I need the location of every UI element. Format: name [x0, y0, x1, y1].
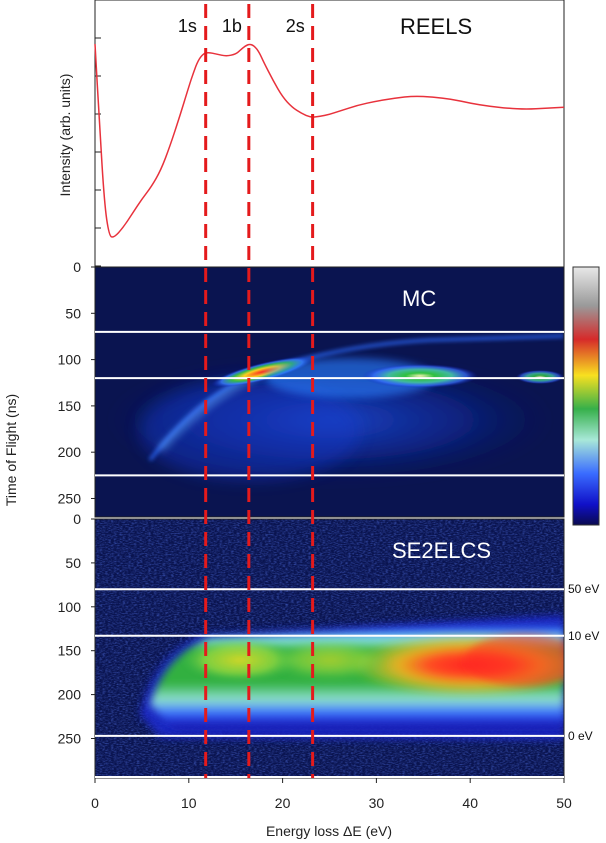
se2elcs-y-tick-label: 250 — [58, 730, 82, 746]
peak-label-2s: 2s — [286, 16, 305, 36]
mc-frame — [94, 266, 565, 518]
se2elcs-y-tick-label: 100 — [58, 599, 82, 615]
mc-y-tick-label: 50 — [65, 305, 81, 321]
se2elcs-y-tick-label: 150 — [58, 643, 82, 659]
peak-label-1b: 1b — [222, 16, 242, 36]
se2elcs-panel: 0 50 100 150 200 250 0 10 20 30 40 50 50 eV 10 eV 0 … — [58, 511, 600, 839]
reels-y-axis-label: Intensity (arb. units) — [57, 74, 73, 197]
x-tick-label: 30 — [369, 795, 385, 811]
colorbar-gradient — [572, 266, 600, 526]
mc-y-tick-label: 0 — [73, 259, 81, 275]
peak-labels: 1s 1b 2s — [178, 16, 305, 36]
se2elcs-heatmap — [95, 519, 564, 778]
x-tick-label: 50 — [556, 795, 572, 811]
tof-y-axis-label: Time of Flight (ns) — [3, 394, 19, 506]
peak-label-1s: 1s — [178, 16, 197, 36]
reels-title: REELS — [400, 14, 472, 39]
mc-y-tick-label: 150 — [58, 398, 82, 414]
x-tick-label: 40 — [462, 795, 478, 811]
x-tick-label: 20 — [275, 795, 291, 811]
mc-y-ticks: 0 50 100 150 200 250 — [58, 259, 95, 506]
mc-panel: 0 50 100 150 200 250 MC — [58, 259, 565, 518]
energy-label: 50 eV — [568, 582, 599, 596]
energy-labels: 50 eV 10 eV 0 eV — [568, 582, 599, 743]
energy-label: 10 eV — [568, 629, 599, 643]
x-tick-label: 0 — [91, 795, 99, 811]
mc-y-tick-label: 250 — [58, 490, 82, 506]
se2elcs-y-tick-label: 200 — [58, 687, 82, 703]
mc-y-tick-label: 100 — [58, 352, 82, 368]
se2elcs-y-tick-label: 0 — [73, 511, 81, 527]
x-tick-label: 10 — [181, 795, 197, 811]
colorbar — [572, 266, 600, 526]
se2elcs-y-tick-label: 50 — [65, 555, 81, 571]
reels-frame — [94, 0, 565, 268]
mc-title: MC — [402, 286, 436, 311]
mc-y-tick-label: 200 — [58, 444, 82, 460]
x-axis-ticks: 0 10 20 30 40 50 — [91, 778, 572, 811]
se2elcs-title: SE2ELCS — [392, 538, 491, 563]
x-axis-label: Energy loss ΔE (eV) — [266, 823, 392, 839]
reels-panel: REELS Intensity (arb. units) 1s 1b 2s — [57, 0, 565, 268]
reels-curve — [94, 43, 565, 238]
reels-y-ticks — [95, 37, 101, 267]
energy-label: 0 eV — [568, 729, 593, 743]
dashed-lines — [204, 4, 315, 778]
se2elcs-y-ticks: 0 50 100 150 200 250 — [58, 511, 95, 746]
mc-white-lines — [95, 330, 564, 477]
se2elcs-white-lines — [95, 588, 564, 778]
mc-heatmap — [110, 334, 564, 480]
